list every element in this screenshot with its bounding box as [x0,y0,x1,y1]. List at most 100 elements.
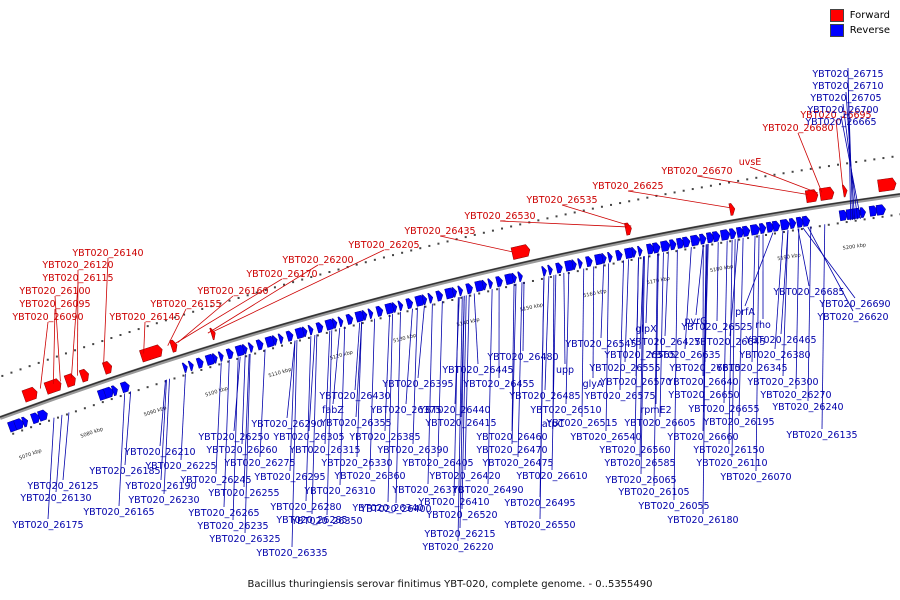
scale-dot [272,347,275,350]
scale-dot [401,251,404,254]
scale-dot [510,225,513,228]
tick-label: 5190 kbp [777,252,801,262]
forward-gene-label: YBT020_26670 [660,166,732,177]
scale-dot [373,258,376,261]
forward-gene-label: YBT020_26205 [347,240,419,251]
scale-dot [845,221,848,224]
reverse-gene [315,322,324,334]
reverse-gene-label-leader [308,334,316,432]
scale-dot [514,284,517,287]
scale-dot [501,227,504,230]
scale-dot [564,213,567,216]
reverse-gene-label: YBT020_26620 [816,312,888,323]
reverse-gene-label-leader [305,336,312,502]
reverse-gene-label: YBT020_26360 [333,471,405,482]
scale-dot [709,184,712,187]
reverse-gene [838,209,849,222]
reverse-gene-label-leader [821,224,826,430]
reverse-gene-label: YBT020_26465 [744,335,816,346]
scale-dot [691,188,694,191]
scale-dot [519,223,522,226]
scale-dot [155,322,158,325]
scale-dot [55,355,58,358]
reverse-gene-label-leader [160,379,167,481]
reverse-gene [427,293,434,304]
reverse-gene-label: YBT020_26555 [588,363,660,374]
reverse-gene-label-leader [563,272,566,365]
reverse-gene-label-leader [124,391,132,466]
reverse-gene-label-leader [244,353,251,534]
scale-dot [361,322,364,325]
scale-dot [146,386,149,389]
reverse-gene-label-leader [62,412,70,481]
reverse-gene-label: YBT020_26525 [680,322,752,333]
scale-dot [218,363,221,366]
scale-dot [451,299,454,302]
reverse-gene-label: YBT020_26175 [11,520,83,531]
reverse-gene-label: YBT020_26605 [623,418,695,429]
scale-dot [491,229,494,232]
forward-gene-label-leader [54,295,61,382]
reverse-gene [765,221,775,233]
scale-dot [310,276,313,279]
reverse-gene-label-leader [551,274,557,471]
reverse-gene [397,300,404,312]
reverse-gene [607,251,613,263]
reverse-gene-label-leader [592,266,595,379]
reverse-gene-label-leader [354,322,361,391]
forward-gene-label-leader [439,235,512,253]
reverse-gene-label-leader [457,296,463,542]
reverse-gene-label: YBT020_26715 [811,69,883,80]
reverse-gene-label-leader [180,373,186,461]
scale-dot [648,255,651,258]
reverse-gene-label-leader [716,242,719,322]
scale-dot [182,374,185,377]
reverse-gene [331,318,338,329]
reverse-gene [728,228,737,240]
reverse-gene-label-leader [332,328,341,405]
scale-dot [201,307,204,310]
reverse-gene [30,412,40,425]
reverse-gene [711,231,721,243]
reverse-gene [465,283,473,295]
scale-dot [101,401,104,404]
reverse-gene-label: YBT020_26385 [348,432,420,443]
reverse-gene [375,305,384,317]
reverse-gene [741,225,751,237]
reverse-gene-label: upp [556,365,574,376]
forward-gene-label-leader [177,295,234,343]
scale-dot [10,371,13,374]
reverse-gene-label: YBT020_26185 [88,466,160,477]
scale-dot [307,336,310,339]
forward-gene-label-leader [499,220,628,228]
scale-dot [283,283,286,286]
reverse-gene [277,333,284,344]
scale-dot [664,193,667,196]
forward-gene [101,361,113,375]
legend: Forward Reverse [829,8,890,38]
scale-dot [573,211,576,214]
reverse-gene-label: YBT020_26220 [421,542,493,553]
reverse-gene-label-leader [539,277,545,520]
scale-dot [56,416,59,419]
scale-dot [446,240,449,243]
scale-dot [419,247,422,250]
forward-gene-label-leader [797,132,823,193]
reverse-gene-label: YBT020_26400 [359,504,431,515]
forward-gene [21,386,38,403]
scale-dot [827,165,830,168]
reverse-gene [241,344,248,355]
scale-dot [392,254,395,257]
reverse-gene-label: YBT020_26190 [124,481,196,492]
scale-dot [540,277,543,280]
scale-dot [673,191,676,194]
forward-gene [78,368,89,383]
reverse-gene-label-leader [807,226,812,402]
reverse-gene [660,240,671,252]
reverse-gene-label: YBT020_26215 [423,529,495,540]
scale-dot [39,422,42,425]
reverse-gene-label-leader [640,256,645,475]
scale-dot [549,275,552,278]
reverse-gene [451,287,458,298]
